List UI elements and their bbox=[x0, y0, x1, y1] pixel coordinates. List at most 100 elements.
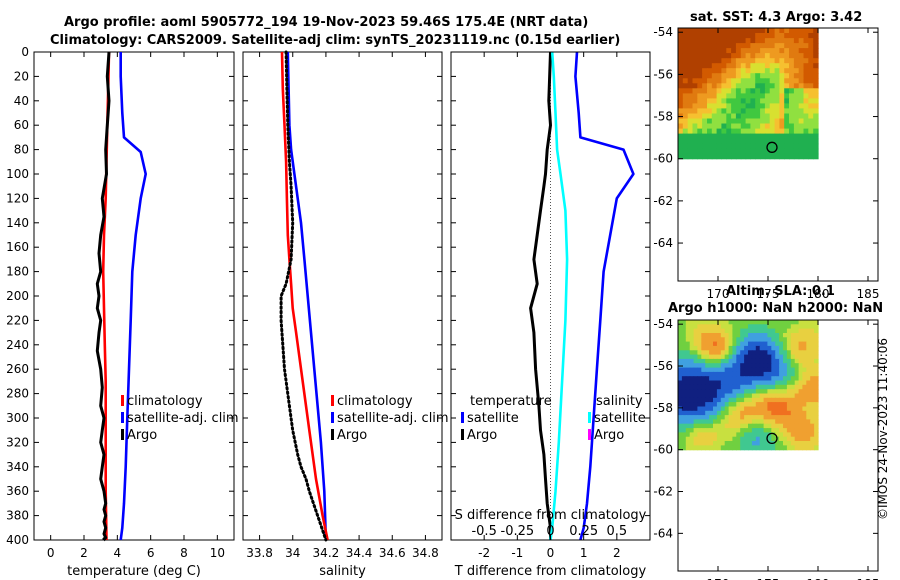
sla-cell bbox=[681, 397, 687, 403]
sla-cell bbox=[697, 402, 702, 407]
sla-cell bbox=[697, 432, 702, 438]
sla-cell bbox=[685, 406, 691, 412]
sst-cell bbox=[687, 93, 694, 99]
sla-cell bbox=[689, 324, 695, 330]
sla-cell bbox=[806, 393, 811, 399]
sst-cell bbox=[764, 148, 771, 155]
sst-cell bbox=[764, 113, 771, 120]
sla-cell bbox=[779, 389, 784, 395]
sla-cell bbox=[798, 389, 804, 395]
sla-cell bbox=[736, 341, 741, 347]
sla-cell bbox=[814, 363, 819, 369]
sst-cell bbox=[793, 83, 800, 89]
sla-cell bbox=[701, 345, 706, 351]
sla-cell bbox=[751, 376, 757, 382]
sla-cell bbox=[810, 402, 815, 407]
sst-cell bbox=[707, 38, 713, 44]
sla-cell bbox=[681, 406, 687, 412]
sst-cell bbox=[716, 83, 722, 89]
sst-cell bbox=[793, 28, 800, 34]
sst-cell bbox=[716, 148, 722, 155]
sst-cell bbox=[755, 143, 761, 150]
sla-cell bbox=[767, 423, 772, 429]
sla-cell bbox=[802, 341, 807, 347]
sst-cell bbox=[774, 68, 780, 74]
sla-cell bbox=[732, 389, 737, 395]
sla-cell bbox=[751, 410, 757, 416]
sst-cell bbox=[726, 148, 732, 155]
sla-cell bbox=[709, 436, 714, 442]
sst-cell bbox=[789, 138, 795, 145]
sla-cell bbox=[736, 328, 741, 334]
sst-cell bbox=[726, 73, 732, 79]
sla-cell bbox=[678, 320, 683, 325]
sla-cell bbox=[798, 363, 804, 369]
sla-cell bbox=[794, 428, 800, 433]
sst-cell bbox=[793, 148, 800, 155]
sla-cell bbox=[736, 432, 741, 438]
sst-cell bbox=[789, 28, 795, 34]
sst-cell bbox=[721, 78, 727, 84]
sst-cell bbox=[774, 128, 780, 135]
sst-cell bbox=[813, 148, 819, 155]
sst-cell bbox=[735, 58, 742, 64]
sla-cell bbox=[755, 337, 761, 343]
sst-cell bbox=[808, 123, 814, 130]
sst-cell bbox=[678, 48, 684, 54]
sst-cell bbox=[779, 73, 785, 79]
sst-cell bbox=[798, 33, 805, 39]
sla-cell bbox=[763, 320, 769, 325]
sst-cell bbox=[789, 103, 795, 109]
sla-cell bbox=[705, 428, 710, 433]
sst-cell bbox=[707, 153, 713, 160]
sst-cell bbox=[784, 38, 790, 44]
sla-cell bbox=[720, 419, 726, 425]
sla-cell bbox=[767, 337, 772, 343]
sst-cell bbox=[702, 123, 708, 130]
sla-cell bbox=[810, 441, 815, 446]
sst-cell bbox=[793, 103, 800, 109]
sst-cell bbox=[731, 98, 737, 104]
sla-cell bbox=[810, 380, 815, 386]
sla-cell bbox=[810, 324, 815, 330]
sla-cell bbox=[786, 380, 792, 386]
sst-cell bbox=[755, 33, 761, 39]
sla-cell bbox=[810, 384, 815, 390]
sst-cell bbox=[731, 38, 737, 44]
sla-cell bbox=[767, 324, 772, 330]
sla-cell bbox=[751, 341, 757, 347]
sst-cell bbox=[755, 128, 761, 135]
sla-cell bbox=[689, 341, 695, 347]
sst-cell bbox=[697, 78, 703, 84]
sst-cell bbox=[803, 53, 809, 59]
sla-cell bbox=[701, 428, 706, 433]
sla-cell bbox=[724, 423, 730, 429]
sla-cell bbox=[705, 358, 710, 364]
sla-cell bbox=[748, 363, 753, 369]
sst-cell bbox=[740, 73, 747, 79]
salinity-xtick-label: 34.6 bbox=[379, 546, 406, 560]
sst-cell bbox=[774, 113, 780, 120]
sst-cell bbox=[697, 148, 703, 155]
sla-cell bbox=[740, 415, 745, 420]
sla-cell bbox=[771, 445, 776, 451]
sla-cell bbox=[701, 350, 706, 356]
sla-cell bbox=[794, 389, 800, 395]
sst-cell bbox=[784, 28, 790, 34]
sst-cell bbox=[687, 128, 694, 135]
s-difference-tick-label: 0.5 bbox=[606, 524, 627, 539]
sst-cell bbox=[808, 88, 814, 94]
sla-cell bbox=[783, 380, 788, 386]
sla-cell bbox=[771, 419, 776, 425]
temperature-legend-title: temperature bbox=[470, 394, 552, 409]
sst-cell bbox=[697, 53, 703, 59]
sst-cell bbox=[813, 123, 819, 130]
sla-cell bbox=[705, 371, 710, 377]
sla-cell bbox=[775, 397, 780, 403]
sla-cell bbox=[806, 363, 811, 369]
sla-cell bbox=[771, 428, 776, 433]
difference-legend-salinity-satellite-label: satellite bbox=[594, 411, 646, 426]
sla-cell bbox=[771, 363, 776, 369]
s-difference-tick-label: -0.5 bbox=[471, 524, 496, 539]
sst-cell bbox=[803, 133, 809, 140]
